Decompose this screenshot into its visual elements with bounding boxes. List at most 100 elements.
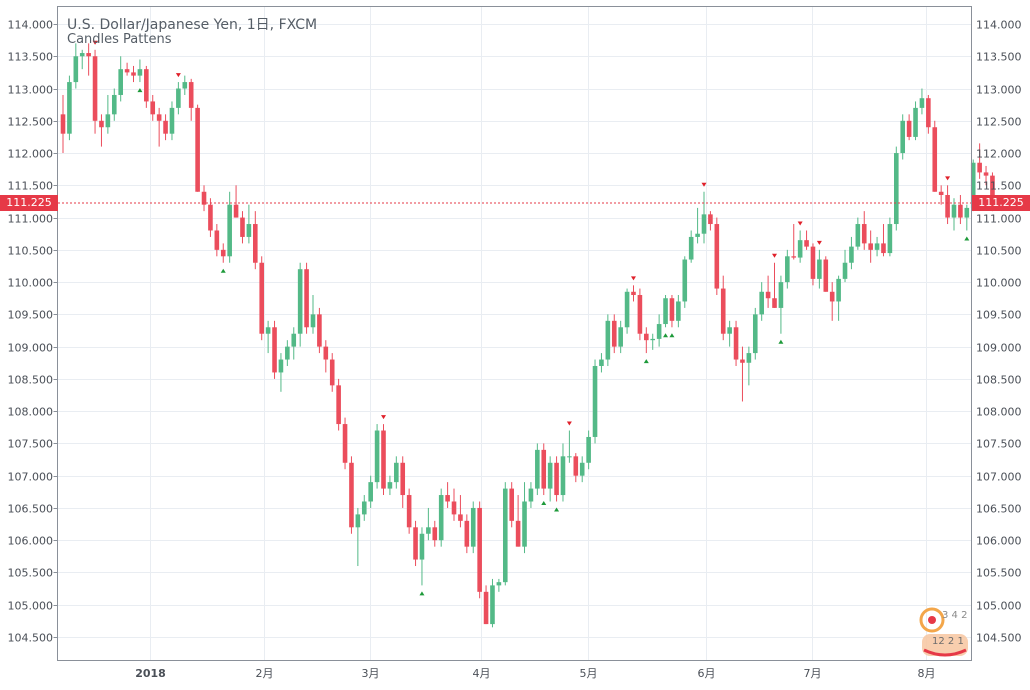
candle <box>246 204 252 244</box>
candle <box>669 295 675 328</box>
candle-body <box>631 291 636 296</box>
candle-body <box>765 291 771 299</box>
candle-body <box>419 533 425 560</box>
candle-body <box>759 291 764 315</box>
candle <box>323 340 329 373</box>
candle-body <box>317 314 322 347</box>
y-tick-label-left: 104.500 <box>8 632 54 645</box>
candle-body <box>708 214 713 225</box>
candle-body <box>361 501 367 515</box>
candle <box>86 43 91 76</box>
candle <box>458 495 463 528</box>
candle-body <box>406 495 412 528</box>
y-axis-right: 114.000 113.500 113.000 112.500 112.000 111.5… <box>976 19 1022 645</box>
candle-body <box>195 107 200 192</box>
candle-body <box>400 462 406 496</box>
x-tick-label: 2月 <box>256 667 274 680</box>
candle <box>855 217 861 250</box>
y-tick-label-right: 105.000 <box>976 600 1022 613</box>
candle-body <box>265 327 271 334</box>
candle-body <box>778 282 784 308</box>
candle-body <box>118 69 123 95</box>
watermark-top-text: 3 4 2 <box>942 610 967 621</box>
candle-body <box>746 353 752 363</box>
candle-body <box>156 114 162 121</box>
candle <box>509 482 514 528</box>
candle-body <box>297 269 303 334</box>
y-tick-label-left: 114.000 <box>8 19 54 32</box>
x-tick-label: 8月 <box>918 667 936 680</box>
x-tick-label: 6月 <box>698 667 716 680</box>
candle <box>426 507 431 541</box>
candle-body <box>605 320 611 360</box>
candle <box>804 230 809 250</box>
candle-body <box>144 69 149 102</box>
y-tick-label-left: 111.000 <box>8 213 54 226</box>
y-tick-label-left: 110.000 <box>8 277 54 290</box>
candle-body <box>490 585 495 625</box>
candle <box>214 224 220 257</box>
candle <box>682 256 688 308</box>
candle <box>272 320 277 379</box>
candle <box>650 333 656 350</box>
candle <box>919 88 925 115</box>
candle <box>701 191 707 244</box>
candle <box>99 114 104 147</box>
x-tick-label: 5月 <box>580 667 598 680</box>
candle <box>387 475 393 496</box>
candle-body <box>374 430 380 483</box>
candle-body <box>797 240 803 258</box>
candle-body <box>701 214 707 234</box>
candles-series <box>60 43 995 628</box>
y-tick-label-left: 108.000 <box>8 406 54 419</box>
bullish-marker-icon <box>137 88 143 93</box>
candle <box>874 236 880 257</box>
candle-body <box>92 56 98 121</box>
watermark-logo: 3 4 2 12 2 1 <box>919 607 968 657</box>
candle-body <box>964 207 970 218</box>
candle-body <box>676 301 681 321</box>
y-tick-label-left: 109.000 <box>8 342 54 355</box>
candle-body <box>483 591 489 625</box>
candle <box>208 198 213 237</box>
candle-body <box>586 436 591 463</box>
candle-body <box>894 153 899 225</box>
y-tick-label-left: 108.500 <box>8 374 54 387</box>
bullish-marker-icon <box>964 236 970 241</box>
candle <box>374 424 380 489</box>
candle-body <box>496 582 502 586</box>
candle <box>438 488 444 547</box>
candle-body <box>60 114 66 134</box>
candle <box>778 275 784 334</box>
candle-body <box>932 127 938 192</box>
candle-body <box>329 359 335 386</box>
candle <box>817 249 822 289</box>
candle-body <box>740 359 745 363</box>
candle <box>176 82 181 115</box>
candle-body <box>547 462 553 489</box>
chart-title: U.S. Dollar/Japanese Yen, 1日, FXCM <box>67 17 318 33</box>
candle <box>163 114 168 141</box>
candle <box>259 256 265 341</box>
candle <box>278 353 284 392</box>
candle <box>118 56 123 102</box>
candle <box>150 94 156 121</box>
candle <box>342 417 348 470</box>
candle-body <box>804 240 809 247</box>
candle <box>73 43 79 89</box>
candle <box>894 146 899 231</box>
y-tick-label-left: 113.500 <box>8 51 54 64</box>
bullish-marker-icon <box>554 507 560 512</box>
candle-body <box>791 256 797 258</box>
candle <box>445 482 450 508</box>
candle-body <box>541 449 547 489</box>
y-tick-label-right: 112.000 <box>976 148 1022 161</box>
y-tick-label-left: 107.000 <box>8 471 54 484</box>
candle <box>291 327 297 360</box>
y-tick-label-left: 105.000 <box>8 600 54 613</box>
candle-body <box>438 495 444 541</box>
x-tick-label: 7月 <box>804 667 822 680</box>
candle <box>92 49 98 134</box>
candle <box>772 262 777 308</box>
